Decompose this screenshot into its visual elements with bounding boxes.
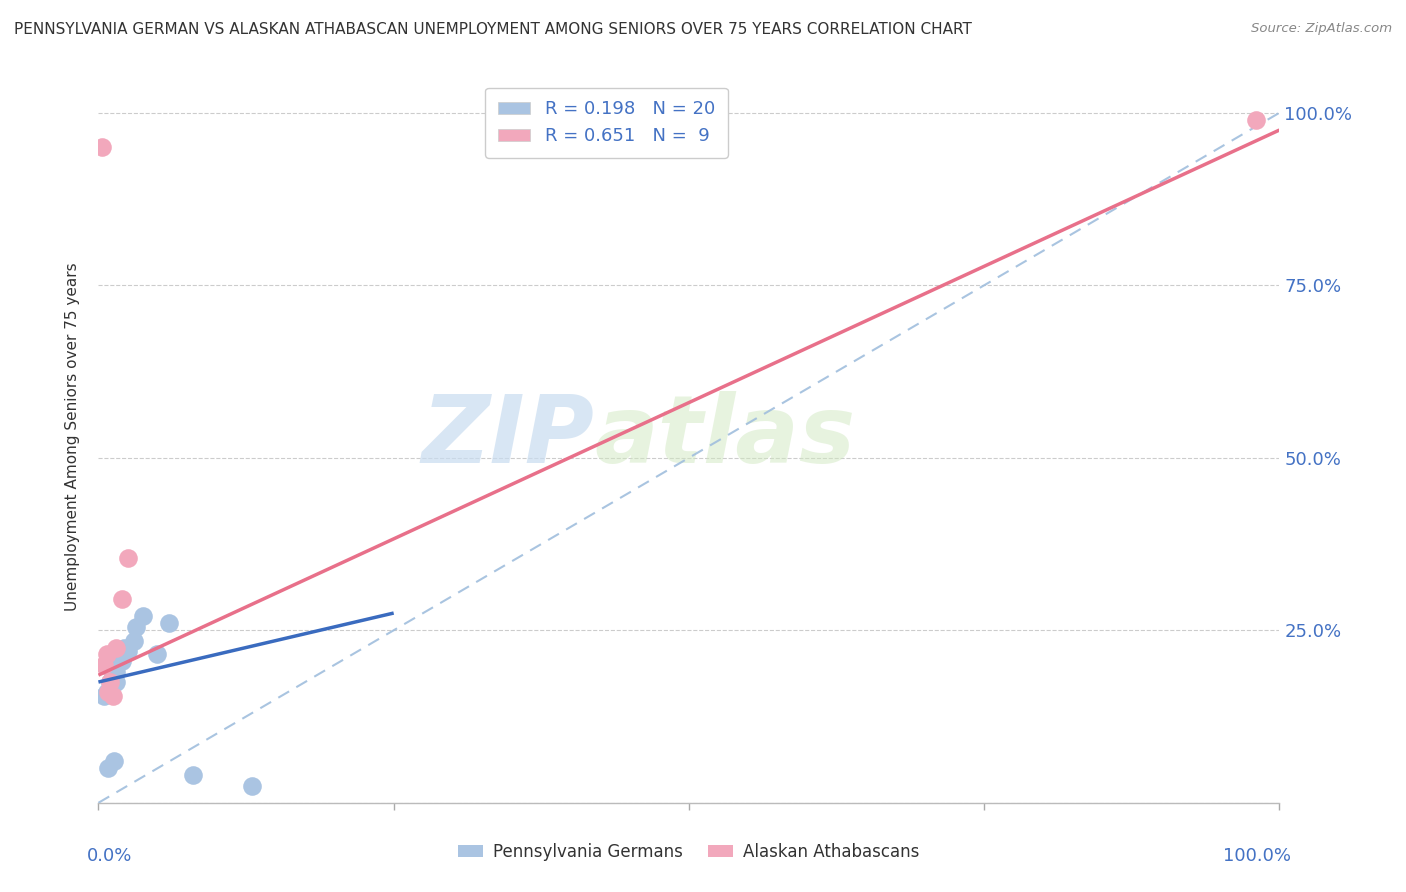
- Point: [96, 648, 118, 662]
- Point: [101, 689, 124, 703]
- Point: [117, 550, 139, 565]
- Point: [98, 675, 121, 690]
- Point: [103, 755, 125, 769]
- Point: [93, 657, 115, 672]
- Point: [240, 779, 263, 793]
- Point: [112, 640, 135, 655]
- Point: [125, 620, 148, 634]
- Legend: Pennsylvania Germans, Alaskan Athabascans: Pennsylvania Germans, Alaskan Athabascan…: [451, 837, 927, 868]
- Point: [132, 609, 155, 624]
- Point: [105, 675, 128, 690]
- Point: [122, 633, 145, 648]
- Text: 100.0%: 100.0%: [1223, 847, 1291, 864]
- Point: [108, 654, 131, 668]
- Point: [181, 768, 204, 782]
- Text: PENNSYLVANIA GERMAN VS ALASKAN ATHABASCAN UNEMPLOYMENT AMONG SENIORS OVER 75 YEA: PENNSYLVANIA GERMAN VS ALASKAN ATHABASCA…: [14, 22, 972, 37]
- Y-axis label: Unemployment Among Seniors over 75 years: Unemployment Among Seniors over 75 years: [65, 263, 80, 611]
- Point: [105, 665, 128, 679]
- Text: atlas: atlas: [595, 391, 856, 483]
- Point: [96, 685, 118, 699]
- Point: [146, 648, 169, 662]
- Point: [157, 616, 180, 631]
- Point: [93, 689, 115, 703]
- Point: [101, 668, 124, 682]
- Text: ZIP: ZIP: [422, 391, 595, 483]
- Point: [105, 640, 128, 655]
- Point: [98, 675, 121, 690]
- Point: [1244, 112, 1267, 127]
- Text: 0.0%: 0.0%: [87, 847, 132, 864]
- Point: [117, 644, 139, 658]
- Point: [91, 140, 114, 154]
- Text: Source: ZipAtlas.com: Source: ZipAtlas.com: [1251, 22, 1392, 36]
- Point: [97, 761, 120, 775]
- Point: [111, 654, 134, 668]
- Point: [98, 685, 121, 699]
- Point: [111, 592, 134, 607]
- Point: [97, 685, 120, 699]
